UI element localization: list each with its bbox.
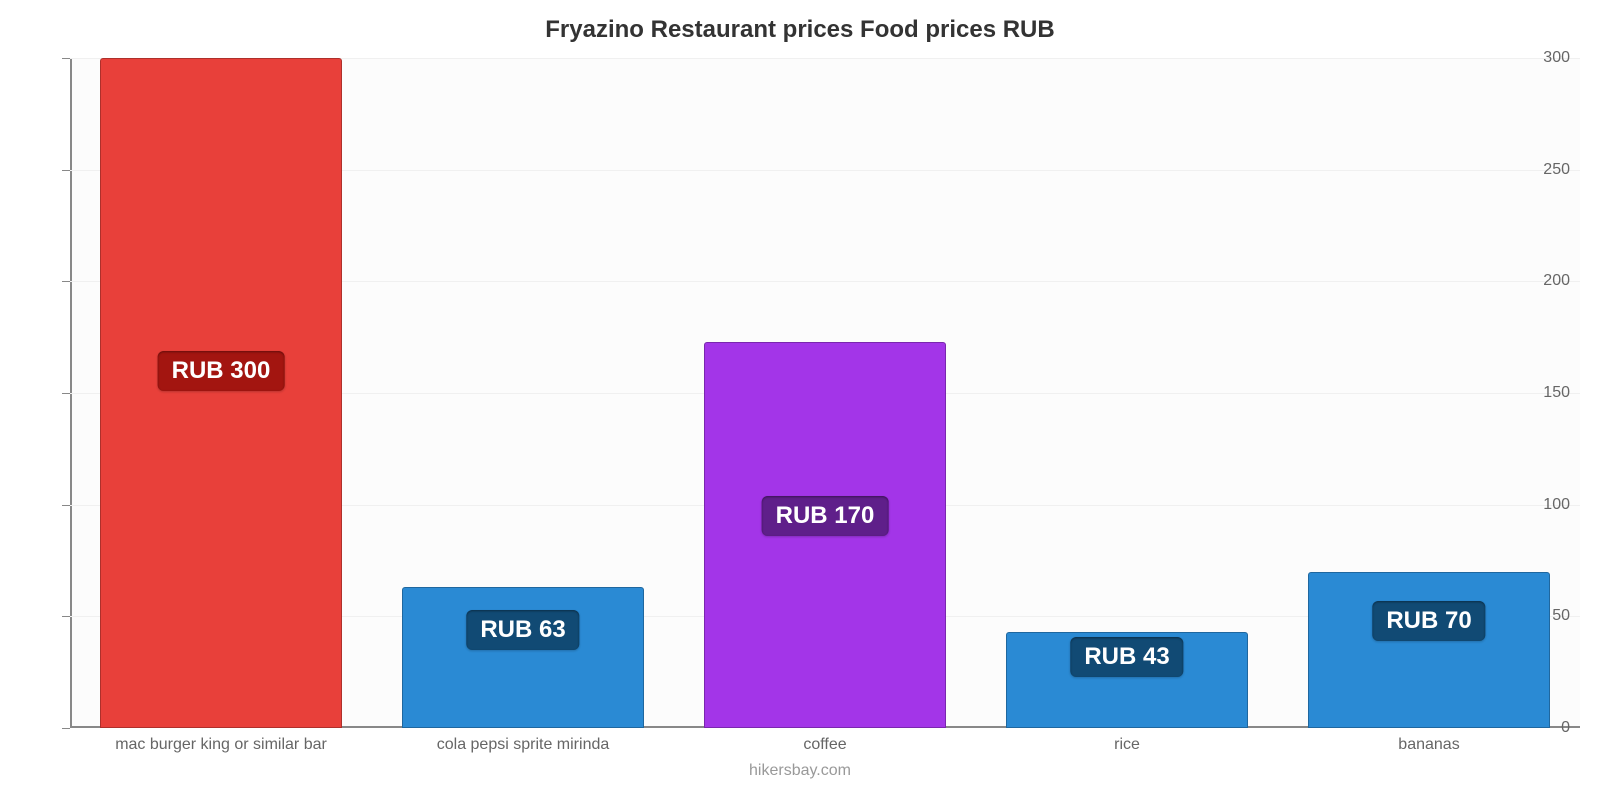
y-tick bbox=[62, 393, 70, 394]
y-tick bbox=[62, 170, 70, 171]
x-category-label: coffee bbox=[803, 736, 846, 754]
bar-value-label: RUB 300 bbox=[158, 351, 285, 391]
y-tick-label: 50 bbox=[1552, 607, 1570, 625]
bar-value-label: RUB 70 bbox=[1372, 601, 1485, 641]
y-tick bbox=[62, 616, 70, 617]
bar bbox=[100, 58, 342, 728]
y-tick bbox=[62, 505, 70, 506]
bar bbox=[1308, 572, 1550, 728]
x-category-label: cola pepsi sprite mirinda bbox=[437, 736, 610, 754]
x-category-label: rice bbox=[1114, 736, 1140, 754]
x-category-label: bananas bbox=[1398, 736, 1459, 754]
y-tick bbox=[62, 728, 70, 729]
y-tick-label: 150 bbox=[1543, 384, 1570, 402]
chart-footer: hikersbay.com bbox=[0, 762, 1600, 780]
y-tick-label: 300 bbox=[1543, 49, 1570, 67]
bar bbox=[402, 587, 644, 728]
plot-area: 050100150200250300RUB 300mac burger king… bbox=[70, 58, 1580, 728]
y-tick bbox=[62, 58, 70, 59]
y-tick-label: 100 bbox=[1543, 496, 1570, 514]
price-bar-chart: Fryazino Restaurant prices Food prices R… bbox=[0, 0, 1600, 800]
bar-value-label: RUB 43 bbox=[1070, 637, 1183, 677]
y-tick-label: 0 bbox=[1561, 719, 1570, 737]
x-category-label: mac burger king or similar bar bbox=[115, 736, 327, 754]
bar-value-label: RUB 170 bbox=[762, 496, 889, 536]
y-tick-label: 200 bbox=[1543, 272, 1570, 290]
y-tick-label: 250 bbox=[1543, 161, 1570, 179]
bar-value-label: RUB 63 bbox=[466, 610, 579, 650]
chart-title: Fryazino Restaurant prices Food prices R… bbox=[0, 0, 1600, 44]
y-tick bbox=[62, 281, 70, 282]
